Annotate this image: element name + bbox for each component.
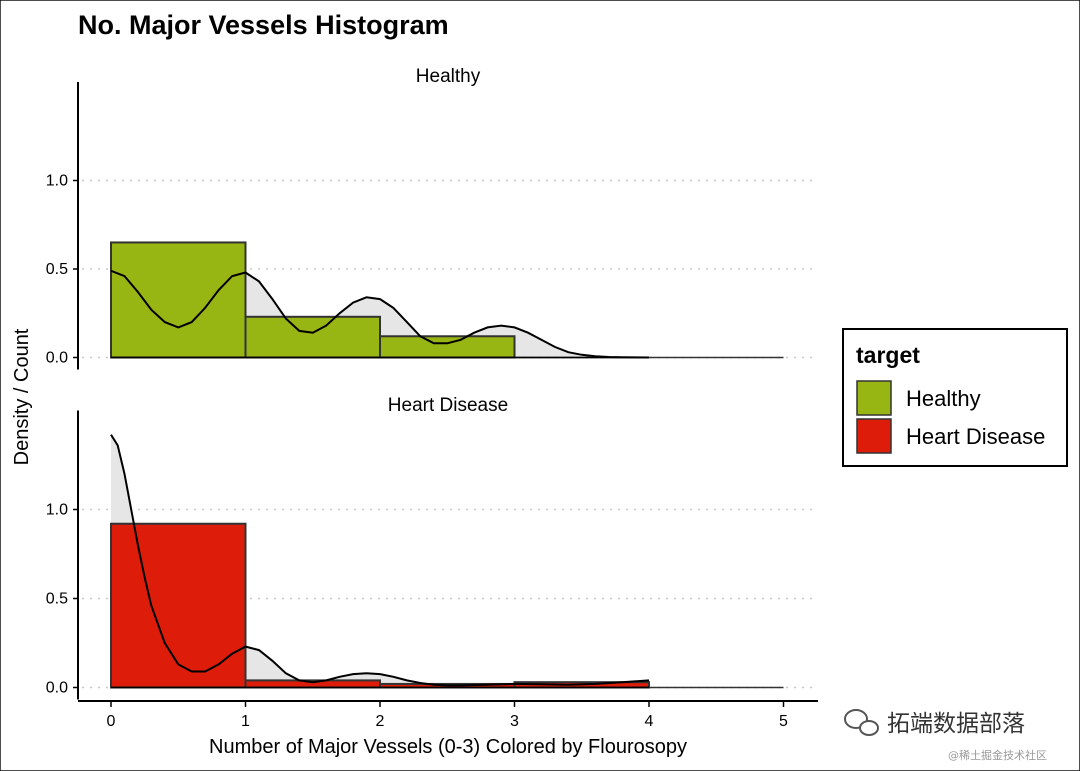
x-axis-label: Number of Major Vessels (0-3) Colored by… — [209, 736, 687, 758]
strip-label: Healthy — [416, 66, 481, 87]
y-axis-label: Density / Count — [11, 328, 33, 465]
strip-label: Heart Disease — [388, 395, 508, 416]
panel-1: Heart Disease 0.0 0.5 1.0 — [46, 395, 818, 700]
x-tick-label: 1 — [241, 713, 250, 730]
density-curve — [110, 434, 650, 687]
watermark: 拓端数据部落 @稀土掘金技术社区 — [844, 709, 1047, 762]
facet-panels: Healthy 0.0 0.5 1.0 Heart Disease 0.0 0.5 1.0 — [46, 66, 818, 700]
y-tick-label: 0.5 — [46, 591, 68, 608]
panel-0: Healthy 0.0 0.5 1.0 — [46, 66, 818, 370]
wechat-icon — [844, 709, 879, 736]
legend-swatch — [856, 380, 892, 416]
y-tick-label: 1.0 — [46, 502, 68, 519]
chart-title: No. Major Vessels Histogram — [78, 10, 449, 40]
legend-label: Heart Disease — [906, 424, 1045, 449]
legend-title: target — [856, 342, 920, 368]
x-tick-label: 3 — [510, 713, 519, 730]
histogram-bar — [379, 335, 516, 359]
y-tick-label: 0.5 — [46, 261, 68, 278]
legend-label: Healthy — [906, 386, 981, 411]
watermark-subtext: @稀土掘金技术社区 — [948, 748, 1047, 762]
watermark-text: 拓端数据部落 — [887, 711, 1025, 737]
x-tick-label: 0 — [107, 713, 116, 730]
x-tick-label: 5 — [779, 713, 788, 730]
histogram-bar — [244, 315, 381, 359]
histogram-bar — [110, 241, 247, 359]
x-tick-label: 2 — [376, 713, 385, 730]
legend-swatch — [856, 418, 892, 454]
y-tick-label: 0.0 — [46, 680, 68, 697]
x-axis: 0 1 2 3 4 5 — [78, 700, 818, 730]
y-tick-label: 0.0 — [46, 350, 68, 367]
x-tick-label: 4 — [645, 713, 654, 730]
y-tick-label: 1.0 — [46, 173, 68, 190]
legend: target Healthy Heart Disease — [842, 328, 1068, 467]
density-curve — [110, 269, 650, 359]
